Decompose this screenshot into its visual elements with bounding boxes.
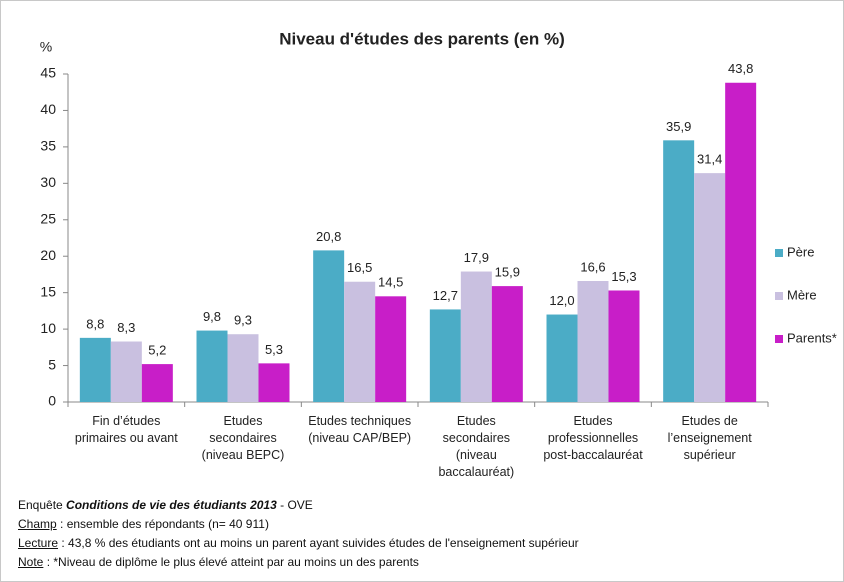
x-tick-label-line: Etudes <box>224 414 263 428</box>
value-label: 15,9 <box>495 265 520 280</box>
value-label: 12,7 <box>433 288 458 303</box>
x-tick-label: Fin d’études primaires ou avant <box>75 414 178 445</box>
legend-label: Parents* <box>787 330 837 345</box>
legend-swatch <box>775 249 783 257</box>
value-label: 12,0 <box>549 293 574 308</box>
bar <box>608 290 640 402</box>
note: Champ : ensemble des répondants (n= 40 9… <box>18 515 579 534</box>
value-label: 8,8 <box>86 316 104 331</box>
bar <box>663 140 695 402</box>
value-label: 31,4 <box>697 152 722 167</box>
note-label: Champ <box>18 517 57 531</box>
y-tick-label: 25 <box>40 210 56 226</box>
bar <box>375 296 407 402</box>
bar <box>725 82 757 402</box>
x-tick-label-line: (niveau CAP/BEP) <box>308 431 411 445</box>
note-label: Lecture <box>18 536 59 550</box>
x-tick-label-line: Etudes <box>574 414 613 428</box>
bar <box>694 173 726 402</box>
y-tick-label: 10 <box>40 320 56 336</box>
x-tick-label-line: baccalauréat) <box>438 465 514 479</box>
notes: Enquête Conditions de vie des étudiants … <box>18 496 579 572</box>
y-tick-label: 20 <box>40 247 56 263</box>
x-tick-label: Etudes techniques (niveau CAP/BEP) <box>308 414 411 445</box>
note: Note : *Niveau de diplôme le plus élevé … <box>18 553 579 572</box>
x-tick-label-line: Fin d’études <box>92 414 160 428</box>
x-tick-label-line: post-baccalauréat <box>543 448 643 462</box>
bar <box>313 250 345 402</box>
legend-label: Père <box>787 244 814 259</box>
x-tick-label-line: Etudes techniques <box>308 414 411 428</box>
y-tick-label: 5 <box>48 356 56 372</box>
y-axis-label: % <box>40 39 52 55</box>
x-tick-label-line: (niveau <box>456 448 497 462</box>
bar <box>460 271 492 402</box>
legend-swatch <box>775 335 783 343</box>
value-label: 9,3 <box>234 313 252 328</box>
value-label: 43,8 <box>728 61 753 76</box>
x-tick-label-line: secondaires <box>209 431 276 445</box>
y-tick-label: 40 <box>40 101 56 117</box>
bar <box>546 314 578 402</box>
note: Lecture : 43,8 % des étudiants ont au mo… <box>18 534 579 553</box>
note-text: : ensemble des répondants (n= 40 911) <box>56 517 269 531</box>
x-tick-label-line: Etudes de <box>682 414 738 428</box>
x-tick-label: Etudes secondaires (niveau BEPC) <box>202 414 285 462</box>
bar <box>491 286 523 402</box>
bar <box>577 281 609 402</box>
x-tick-label-line: primaires ou avant <box>75 431 178 445</box>
bar <box>110 341 142 402</box>
bar <box>227 334 259 402</box>
bar <box>141 364 173 402</box>
y-tick-label: 35 <box>40 138 56 154</box>
note-label: Note <box>18 555 44 569</box>
value-label: 35,9 <box>666 119 691 134</box>
bar <box>79 337 111 402</box>
value-label: 17,9 <box>464 250 489 265</box>
value-label: 15,3 <box>611 269 636 284</box>
bar <box>344 281 376 402</box>
bar <box>429 309 461 402</box>
note-emphasis: Conditions de vie des étudiants 2013 <box>66 498 277 512</box>
note: Enquête Conditions de vie des étudiants … <box>18 496 579 515</box>
note-text: : 43,8 % des étudiants ont au moins un p… <box>58 536 579 550</box>
value-label: 9,8 <box>203 309 221 324</box>
note-text: Enquête <box>18 498 67 512</box>
y-tick-label: 45 <box>40 65 56 81</box>
note-text: : *Niveau de diplôme le plus élevé attei… <box>43 555 419 569</box>
y-tick-label: 0 <box>48 393 56 409</box>
value-label: 5,3 <box>265 342 283 357</box>
value-label: 16,5 <box>347 260 372 275</box>
x-tick-label-line: supérieur <box>684 448 736 462</box>
x-tick-label-line: (niveau BEPC) <box>202 448 285 462</box>
x-tick-label-line: Etudes <box>457 414 496 428</box>
y-tick-label: 30 <box>40 174 56 190</box>
x-tick-label: Etudes secondaires (niveau baccalauréat) <box>438 414 514 479</box>
chart-title: Niveau d'études des parents (en %) <box>279 29 565 48</box>
bar <box>258 363 290 402</box>
value-label: 16,6 <box>580 259 605 274</box>
x-tick-label-line: professionnelles <box>548 431 638 445</box>
note-text: - OVE <box>276 498 313 512</box>
legend-swatch <box>775 292 783 300</box>
x-tick-label-line: l’enseignement <box>668 431 753 445</box>
y-tick-label: 15 <box>40 283 56 299</box>
x-tick-label: Etudes professionnelles post-baccalauréat <box>543 414 643 462</box>
value-label: 20,8 <box>316 229 341 244</box>
value-label: 8,3 <box>117 320 135 335</box>
legend-label: Mère <box>787 287 817 302</box>
bar <box>196 330 228 402</box>
x-tick-label: Etudes de l’enseignement supérieur <box>668 414 753 462</box>
value-label: 14,5 <box>378 275 403 290</box>
value-label: 5,2 <box>148 343 166 358</box>
x-tick-label-line: secondaires <box>443 431 510 445</box>
